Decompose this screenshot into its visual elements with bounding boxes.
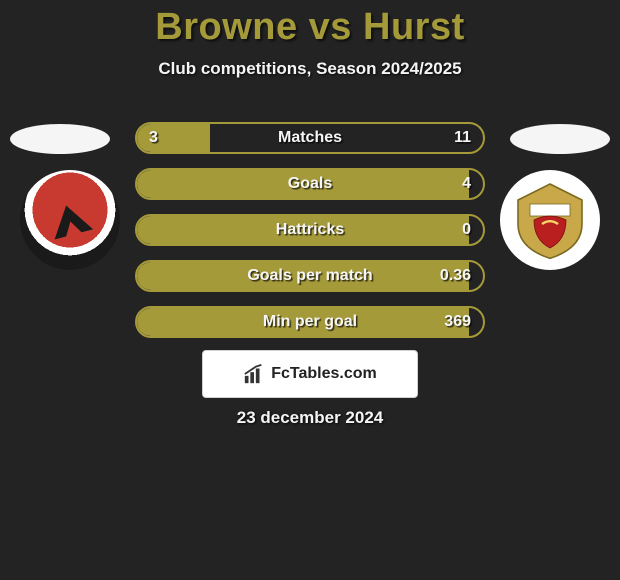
bars-icon xyxy=(243,363,265,385)
stat-label: Min per goal xyxy=(263,313,357,331)
snapshot-date: 23 december 2024 xyxy=(0,408,620,428)
attribution-box: FcTables.com xyxy=(202,350,418,398)
player-a-name: Browne xyxy=(155,6,297,48)
stat-row: Min per goal 369 xyxy=(135,306,485,338)
attribution-text: FcTables.com xyxy=(271,365,377,383)
player-b-name: Hurst xyxy=(363,6,465,48)
comparison-title: Browne vs Hurst xyxy=(0,0,620,49)
left-player-photo-placeholder xyxy=(10,124,110,154)
vs-separator: vs xyxy=(298,6,363,48)
stat-right-value: 0.36 xyxy=(440,267,471,285)
stat-label: Goals xyxy=(288,175,332,193)
stat-label: Matches xyxy=(278,129,342,147)
left-team-badge xyxy=(20,170,120,270)
stat-right-value: 0 xyxy=(462,221,471,239)
stat-row: Hattricks 0 xyxy=(135,214,485,246)
stat-left-value: 3 xyxy=(149,129,158,147)
stats-bars: 3 Matches 11 Goals 4 Hattricks 0 Goals per matc… xyxy=(135,122,485,352)
doncaster-crest-icon xyxy=(510,180,590,260)
stat-row: Goals per match 0.36 xyxy=(135,260,485,292)
stat-right-value: 4 xyxy=(462,175,471,193)
right-player-photo-placeholder xyxy=(510,124,610,154)
stat-row: 3 Matches 11 xyxy=(135,122,485,154)
stat-right-value: 369 xyxy=(444,313,471,331)
season-subtitle: Club competitions, Season 2024/2025 xyxy=(0,59,620,79)
stat-label: Goals per match xyxy=(247,267,372,285)
stat-bar-fill xyxy=(137,124,210,152)
right-team-badge xyxy=(500,170,600,270)
stat-label: Hattricks xyxy=(276,221,344,239)
stat-right-value: 11 xyxy=(454,129,471,147)
stat-row: Goals 4 xyxy=(135,168,485,200)
